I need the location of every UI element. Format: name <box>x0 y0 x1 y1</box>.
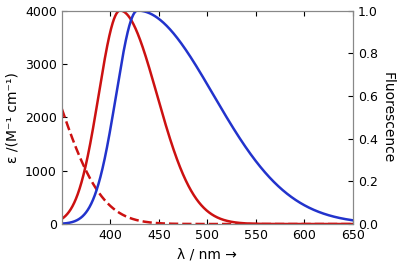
Y-axis label: ε /(M⁻¹ cm⁻¹): ε /(M⁻¹ cm⁻¹) <box>6 72 20 163</box>
X-axis label: λ / nm →: λ / nm → <box>178 248 237 261</box>
Y-axis label: Fluorescence: Fluorescence <box>380 72 394 163</box>
